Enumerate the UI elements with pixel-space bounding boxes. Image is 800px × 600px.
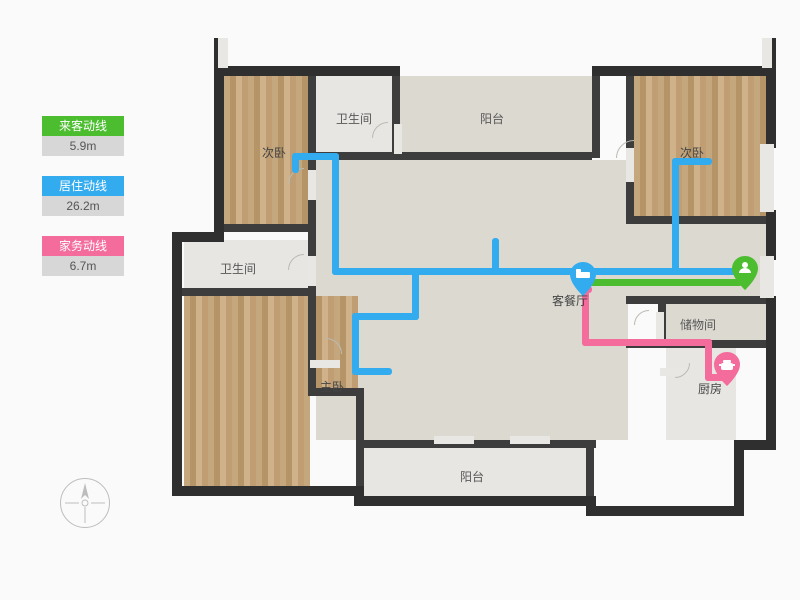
legend-chores-value: 6.7m: [42, 256, 124, 276]
living-path: [492, 238, 499, 275]
door: [760, 256, 774, 298]
outer-wall: [586, 506, 742, 516]
label-bedroom2a: 次卧: [262, 144, 286, 161]
living-path: [332, 153, 339, 275]
inner-wall: [400, 152, 592, 160]
legend-living-label: 居住动线: [42, 176, 124, 196]
door: [760, 144, 774, 212]
outer-wall: [214, 66, 224, 240]
door: [308, 256, 316, 286]
inner-wall: [224, 224, 316, 232]
legend: 来客动线 5.9m 居住动线 26.2m 家务动线 6.7m: [42, 116, 124, 296]
inner-wall: [592, 74, 600, 158]
door: [434, 436, 474, 444]
outer-wall: [766, 210, 776, 260]
outer-wall: [766, 66, 776, 148]
label-bath1: 卫生间: [336, 110, 372, 127]
label-storage: 储物间: [680, 316, 716, 333]
inner-wall: [308, 288, 316, 396]
door: [656, 312, 664, 340]
compass-icon: [60, 478, 110, 528]
living-path: [352, 313, 359, 375]
door: [510, 436, 550, 444]
legend-guest-label: 来客动线: [42, 116, 124, 136]
label-master: 主卧: [320, 378, 344, 395]
living-path: [352, 313, 419, 320]
living-path: [672, 158, 679, 275]
label-bedroom2b: 次卧: [680, 144, 704, 161]
chores-path: [582, 339, 712, 346]
door: [308, 170, 316, 200]
living-path: [292, 153, 339, 160]
door: [218, 38, 228, 68]
outer-wall: [172, 232, 182, 496]
label-kitchen: 厨房: [698, 380, 722, 397]
outer-wall: [626, 66, 776, 76]
inner-wall: [356, 440, 596, 448]
floor-area: [184, 296, 310, 486]
label-bath2: 卫生间: [220, 260, 256, 277]
outer-wall: [354, 496, 594, 506]
label-balcony-top: 阳台: [480, 110, 504, 127]
door: [394, 124, 402, 154]
door: [310, 360, 340, 368]
marker-person-icon: [732, 256, 758, 290]
inner-wall: [658, 296, 774, 304]
inner-wall: [626, 216, 774, 224]
legend-chores-label: 家务动线: [42, 236, 124, 256]
legend-living-value: 26.2m: [42, 196, 124, 216]
floorplan: 次卧卫生间阳台次卧卫生间客餐厅储物间厨房主卧阳台: [172, 38, 792, 546]
outer-wall: [214, 66, 364, 76]
door: [762, 38, 772, 68]
outer-wall: [354, 66, 400, 76]
marker-bed-icon: [570, 262, 596, 296]
legend-guest-value: 5.9m: [42, 136, 124, 156]
outer-wall: [592, 66, 636, 76]
outer-wall: [766, 296, 776, 450]
guest-path: [582, 279, 742, 286]
label-balcony-bottom: 阳台: [460, 468, 484, 485]
living-path: [292, 153, 299, 173]
outer-wall: [172, 486, 364, 496]
living-path: [352, 368, 392, 375]
label-living: 客餐厅: [552, 292, 588, 309]
inner-wall: [182, 288, 316, 296]
living-path: [332, 268, 742, 275]
outer-wall: [734, 440, 744, 516]
